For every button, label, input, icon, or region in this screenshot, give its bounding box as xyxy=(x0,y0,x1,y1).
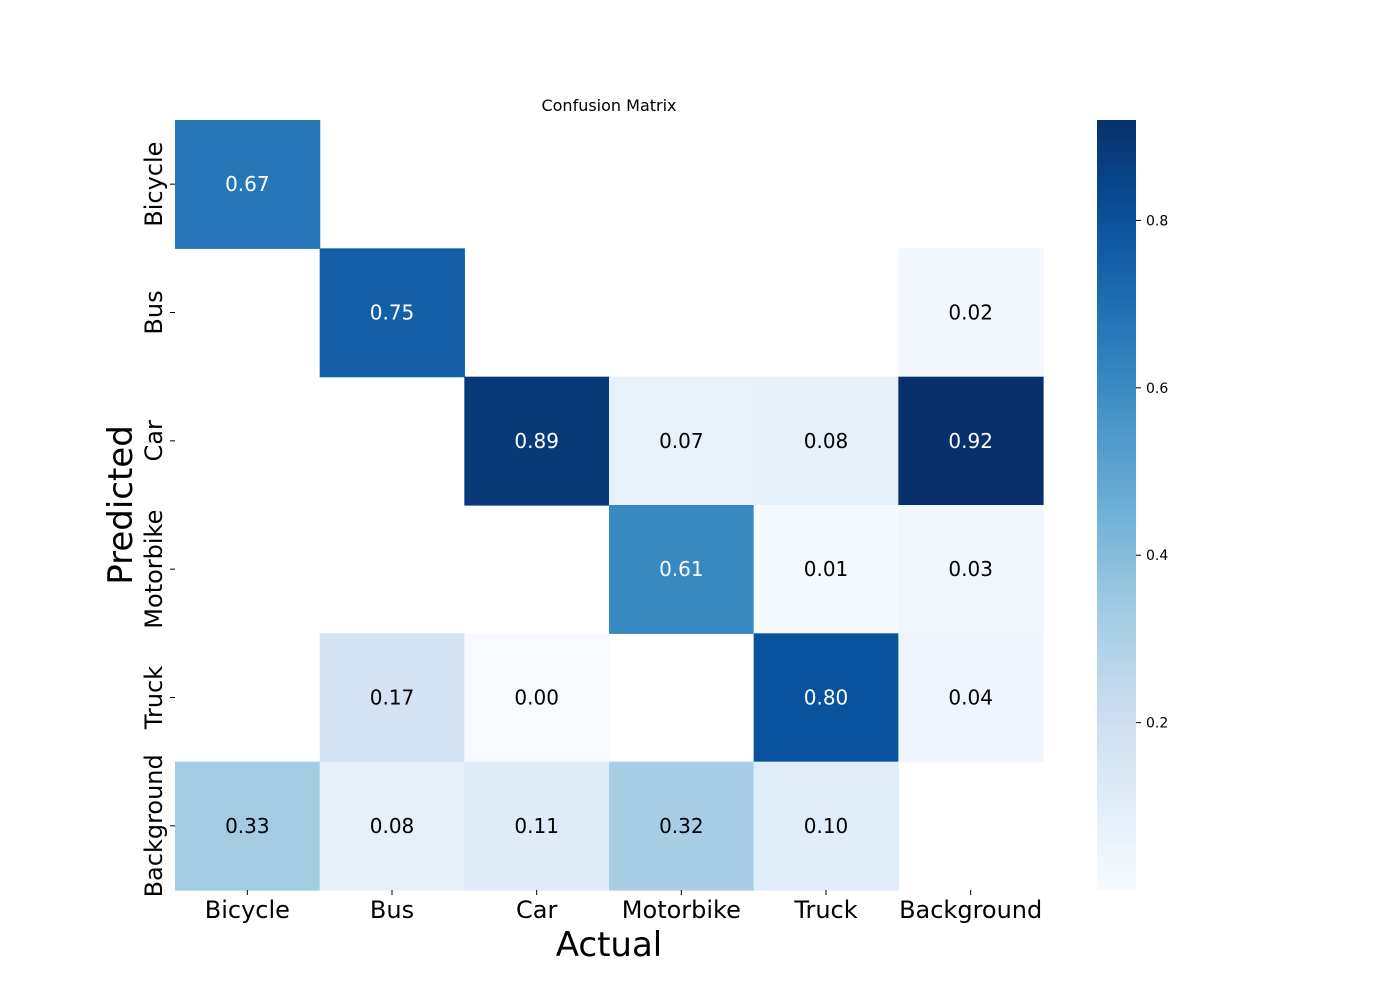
heatmap-cell xyxy=(898,505,1044,634)
heatmap-cell xyxy=(898,248,1044,378)
cell-value-label: 0.61 xyxy=(659,557,704,581)
cell-value-label: 0.00 xyxy=(514,686,559,710)
y-tick-label: Bicycle xyxy=(140,142,168,227)
heatmap-cell xyxy=(753,505,899,634)
x-tick-label: Truck xyxy=(793,896,857,924)
cell-value-label: 0.17 xyxy=(370,686,415,710)
heatmap-cell xyxy=(319,248,465,378)
cell-value-label: 0.03 xyxy=(948,557,993,581)
x-tick-label: Bus xyxy=(370,896,414,924)
heatmap-cell xyxy=(175,120,321,249)
heatmap-cell xyxy=(609,761,755,891)
cell-value-label: 0.67 xyxy=(225,172,270,196)
heatmap-cell xyxy=(753,376,899,506)
heatmap-cell xyxy=(753,761,899,891)
heatmap-cell xyxy=(609,505,755,634)
x-axis-label: Actual xyxy=(556,925,663,965)
heatmap-cell xyxy=(319,761,465,891)
heatmap-cell xyxy=(753,633,899,763)
cell-value-label: 0.11 xyxy=(514,814,559,838)
cell-value-label: 0.07 xyxy=(659,429,704,453)
cell-value-label: 0.10 xyxy=(804,814,849,838)
cell-value-label: 0.33 xyxy=(225,814,270,838)
heatmap-cell xyxy=(464,761,610,891)
y-axis-label: Predicted xyxy=(101,425,141,585)
cell-value-label: 0.80 xyxy=(804,686,849,710)
cell-value-label: 0.92 xyxy=(948,429,993,453)
heatmap-cell xyxy=(464,376,610,506)
y-tick-label: Car xyxy=(140,420,168,461)
colorbar-tick-label: 0.4 xyxy=(1146,548,1168,564)
y-tick-label: Truck xyxy=(140,666,168,730)
x-axis-ticks: Bicycle Bus Car Motorbike Truck Background xyxy=(205,890,1042,924)
x-tick-label: Bicycle xyxy=(205,896,290,924)
heatmap-cell xyxy=(464,633,610,763)
colorbar-tick-label: 0.6 xyxy=(1146,381,1168,397)
cell-value-label: 0.32 xyxy=(659,814,704,838)
heatmap-cells: 0.67 0.75 0.02 0.89 0.07 0.08 0.92 0.61 0.01 0.03… xyxy=(175,120,1044,891)
y-tick-label: Motorbike xyxy=(140,510,168,629)
cell-value-label: 0.04 xyxy=(948,686,993,710)
heatmap-cell xyxy=(898,633,1044,763)
heatmap-cell xyxy=(609,376,755,506)
y-axis-ticks: Bicycle Bus Car Motorbike Truck Background xyxy=(140,142,175,897)
cell-value-label: 0.02 xyxy=(948,301,993,325)
cell-value-label: 0.01 xyxy=(804,557,849,581)
heatmap-cell xyxy=(319,633,465,763)
heatmap-cell xyxy=(898,376,1044,506)
chart-title: Confusion Matrix xyxy=(541,96,676,115)
heatmap-cell xyxy=(175,761,321,891)
x-tick-label: Background xyxy=(899,896,1042,924)
colorbar xyxy=(1097,120,1136,890)
x-tick-label: Car xyxy=(516,896,557,924)
cell-value-label: 0.89 xyxy=(514,429,559,453)
cell-value-label: 0.08 xyxy=(370,814,415,838)
colorbar-tick-label: 0.2 xyxy=(1146,716,1168,732)
cell-value-label: 0.75 xyxy=(370,301,415,325)
y-tick-label: Background xyxy=(140,754,168,897)
colorbar-tick-label: 0.8 xyxy=(1146,213,1168,229)
y-tick-label: Bus xyxy=(140,290,168,334)
x-tick-label: Motorbike xyxy=(622,896,741,924)
cell-value-label: 0.08 xyxy=(804,429,849,453)
colorbar-ticks: 0.2 0.4 0.6 0.8 xyxy=(1136,213,1168,732)
